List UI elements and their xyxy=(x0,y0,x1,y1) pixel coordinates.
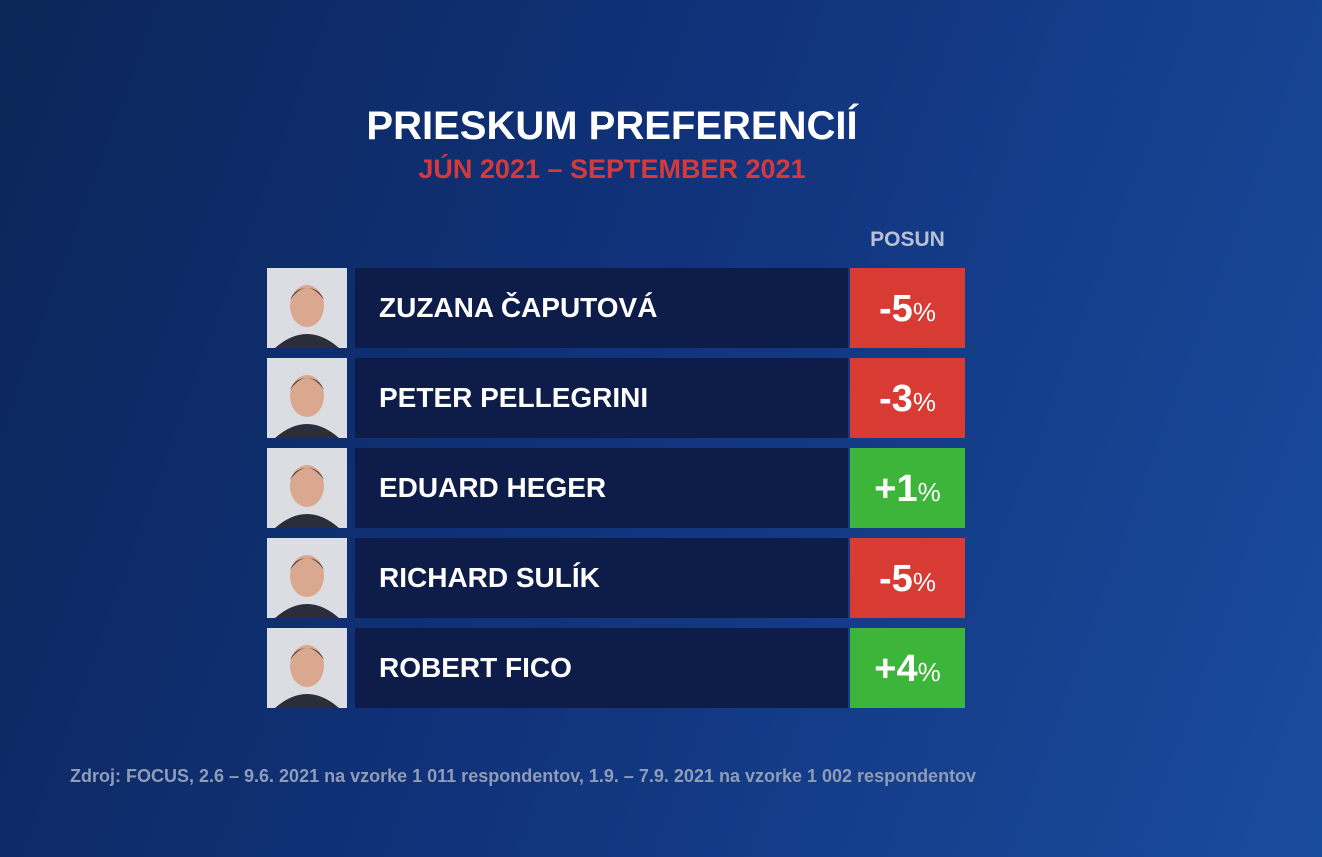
row-bar xyxy=(355,538,848,618)
change-unit: % xyxy=(917,477,941,507)
change-value: -5 xyxy=(879,558,913,600)
change-box: +4% xyxy=(850,628,965,708)
row: EDUARD HEGER +1% xyxy=(267,448,965,528)
change-box: +1% xyxy=(850,448,965,528)
title: PRIESKUM PREFERENCIÍ xyxy=(366,104,858,148)
change-unit: % xyxy=(912,567,936,597)
change-unit: % xyxy=(912,297,936,327)
candidate-name: ROBERT FICO xyxy=(379,652,572,683)
change-value: +4 xyxy=(874,648,918,690)
row-bar xyxy=(355,268,848,348)
change-box: -3% xyxy=(850,358,965,438)
photo xyxy=(267,448,347,528)
photo xyxy=(267,538,347,618)
candidate-name: PETER PELLEGRINI xyxy=(379,382,649,413)
photo xyxy=(267,268,347,348)
change-value: +1 xyxy=(874,468,918,510)
candidate-name: EDUARD HEGER xyxy=(379,472,607,503)
row: PETER PELLEGRINI -3% xyxy=(267,358,965,438)
photo xyxy=(267,628,347,708)
row-bar xyxy=(355,448,848,528)
change-box: -5% xyxy=(850,268,965,348)
change-unit: % xyxy=(917,657,941,687)
change-unit: % xyxy=(912,387,936,417)
change-value: -3 xyxy=(879,378,913,420)
row: ZUZANA ČAPUTOVÁ -5% xyxy=(267,268,965,348)
column-header: POSUN xyxy=(870,228,945,251)
avatar xyxy=(267,358,347,438)
change-value: -5 xyxy=(879,288,913,330)
subtitle: JÚN 2021 – SEPTEMBER 2021 xyxy=(418,154,806,184)
change-box: -5% xyxy=(850,538,965,618)
source: Zdroj: FOCUS, 2.6 – 9.6. 2021 na vzorke … xyxy=(70,766,977,786)
avatar xyxy=(267,628,347,708)
candidate-name: ZUZANA ČAPUTOVÁ xyxy=(379,292,658,323)
photo xyxy=(267,358,347,438)
row: ROBERT FICO +4% xyxy=(267,628,965,708)
row-bar xyxy=(355,628,848,708)
avatar xyxy=(267,268,347,348)
avatar xyxy=(267,448,347,528)
avatar xyxy=(267,538,347,618)
row-bar xyxy=(355,358,848,438)
candidate-name: RICHARD SULÍK xyxy=(379,562,600,593)
row: RICHARD SULÍK -5% xyxy=(267,538,965,618)
